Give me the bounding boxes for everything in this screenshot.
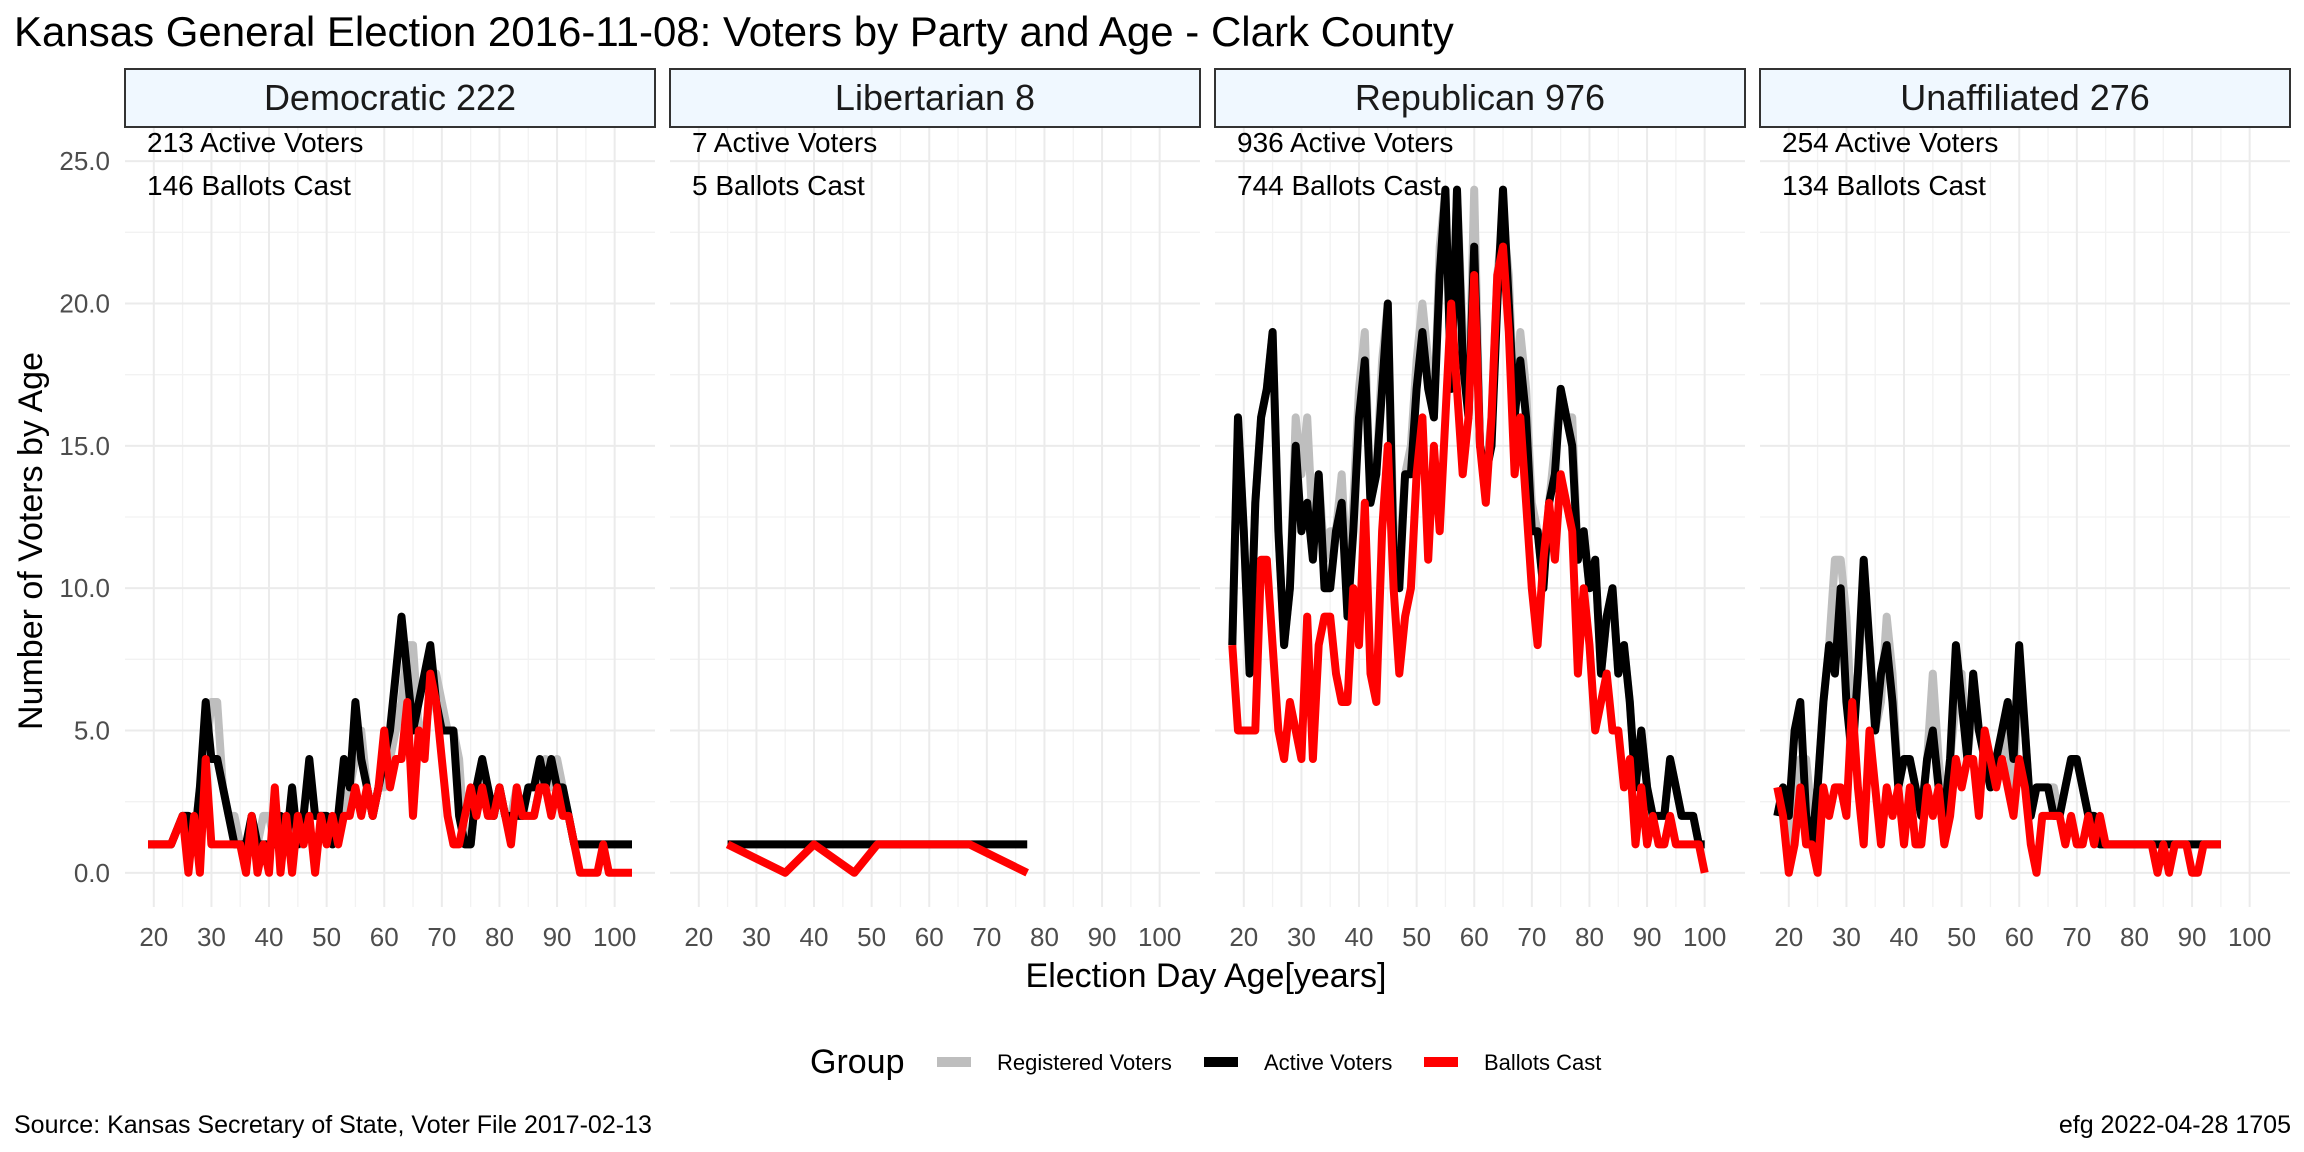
x-tick-labels: 20 30 40 50 60 70 80 90 100 [139,922,636,952]
x-tick-label: 30 [742,922,771,952]
panel-democratic: Democratic 222 213 Active Voters 146 Ballo… [59,68,656,952]
x-tick-labels: 20 30 40 50 60 70 80 90 100 [684,922,1181,952]
legend-label: Ballots Cast [1484,1050,1601,1075]
facet-strip-box [124,68,656,128]
facet-strip-box [669,68,1201,128]
x-tick-label: 30 [1832,922,1861,952]
panel-annotation: 213 Active Voters [147,127,363,158]
x-tick-label: 70 [427,922,456,952]
x-tick-label: 90 [543,922,572,952]
x-tick-label: 60 [1460,922,1489,952]
x-tick-label: 70 [1517,922,1546,952]
x-tick-label: 100 [2228,922,2271,952]
x-tick-label: 60 [2005,922,2034,952]
x-tick-label: 70 [972,922,1001,952]
x-tick-label: 100 [593,922,636,952]
legend-label: Active Voters [1264,1050,1392,1075]
panel-annotation: 7 Active Voters [692,127,877,158]
x-tick-label: 30 [197,922,226,952]
panel-annotation: 134 Ballots Cast [1782,170,1986,201]
x-tick-label: 40 [800,922,829,952]
y-tick-label: 25.0 [59,146,110,176]
x-tick-label: 60 [370,922,399,952]
x-tick-label: 20 [684,922,713,952]
y-tick-label: 5.0 [74,716,110,746]
x-tick-label: 20 [1229,922,1258,952]
x-tick-label: 40 [255,922,284,952]
legend-item-active-voters: Active Voters [1204,1050,1392,1075]
x-tick-label: 100 [1138,922,1181,952]
panel-annotation: 254 Active Voters [1782,127,1998,158]
y-tick-label: 20.0 [59,288,110,318]
facet-strip: Democratic 222 [124,68,656,128]
legend-title: Group [810,1043,905,1081]
x-tick-label: 20 [139,922,168,952]
x-tick-label: 100 [1683,922,1726,952]
legend-items: Registered Voters Active Voters Ballots Ca… [937,1050,1601,1075]
x-tick-label: 40 [1890,922,1919,952]
x-axis-title: Election Day Age[years] [1026,957,1387,995]
panel-libertarian: Libertarian 8 7 Active Voters 5 Ballots Ca… [669,68,1201,952]
facet-strip: Libertarian 8 [669,68,1201,128]
x-tick-label: 60 [915,922,944,952]
facet-strip: Republican 976 [1214,68,1746,128]
panel-annotation: 744 Ballots Cast [1237,170,1441,201]
x-tick-label: 90 [1088,922,1117,952]
series-line-ballots-cast [725,840,1029,877]
x-tick-label: 50 [1402,922,1431,952]
panel-annotation: 936 Active Voters [1237,127,1453,158]
x-tick-labels: 20 30 40 50 60 70 80 90 100 [1229,922,1726,952]
x-tick-label: 80 [485,922,514,952]
legend-label: Registered Voters [997,1050,1172,1075]
facet-strip-box [1214,68,1746,128]
panel-republican: Republican 976 936 Active Voters 744 Ballo… [1214,68,1746,952]
source-caption: Source: Kansas Secretary of State, Voter… [14,1111,652,1139]
facet-strip-label: Libertarian 8 [835,77,1035,118]
series-line-ballots-cast [1228,242,1709,874]
x-tick-label: 30 [1287,922,1316,952]
y-tick-label: 0.0 [74,858,110,888]
legend-item-ballots-cast: Ballots Cast [1424,1050,1601,1075]
x-tick-label: 40 [1345,922,1374,952]
facet-strip: Unaffiliated 276 [1759,68,2291,128]
y-axis-title: Number of Voters by Age [12,352,50,730]
facet-strip-box [1759,68,2291,128]
timestamp-caption: efg 2022-04-28 1705 [2059,1111,2291,1139]
x-tick-label: 70 [2062,922,2091,952]
chart-title: Kansas General Election 2016-11-08: Vote… [14,8,1454,55]
series-line-ballots-cast [1773,698,2221,877]
facet-strip-label: Democratic 222 [264,77,516,118]
x-tick-label: 80 [2120,922,2149,952]
facet-strip-label: Unaffiliated 276 [1900,77,2150,118]
panel-annotation: 5 Ballots Cast [692,170,865,201]
y-tick-labels: 0.0 5.0 10.0 15.0 20.0 25.0 [59,146,110,888]
x-tick-label: 50 [857,922,886,952]
panel-unaffiliated: Unaffiliated 276 254 Active Voters 134 Bal… [1759,68,2291,952]
panels-layer: Democratic 222 213 Active Voters 146 Ballo… [59,68,2291,952]
x-tick-label: 80 [1575,922,1604,952]
x-tick-labels: 20 30 40 50 60 70 80 90 100 [1774,922,2271,952]
y-tick-label: 10.0 [59,573,110,603]
x-tick-label: 50 [312,922,341,952]
x-tick-label: 50 [1947,922,1976,952]
x-tick-label: 20 [1774,922,1803,952]
x-tick-label: 90 [2178,922,2207,952]
series-line-ballots-cast [148,669,632,877]
y-tick-label: 15.0 [59,431,110,461]
x-tick-label: 90 [1633,922,1662,952]
facet-strip-label: Republican 976 [1355,77,1605,118]
x-tick-label: 80 [1030,922,1059,952]
panel-annotation: 146 Ballots Cast [147,170,351,201]
legend-item-registered-voters: Registered Voters [937,1050,1172,1075]
legend: Group Registered Voters Active Voters Ball… [810,1043,1601,1081]
gridlines [670,127,1200,907]
